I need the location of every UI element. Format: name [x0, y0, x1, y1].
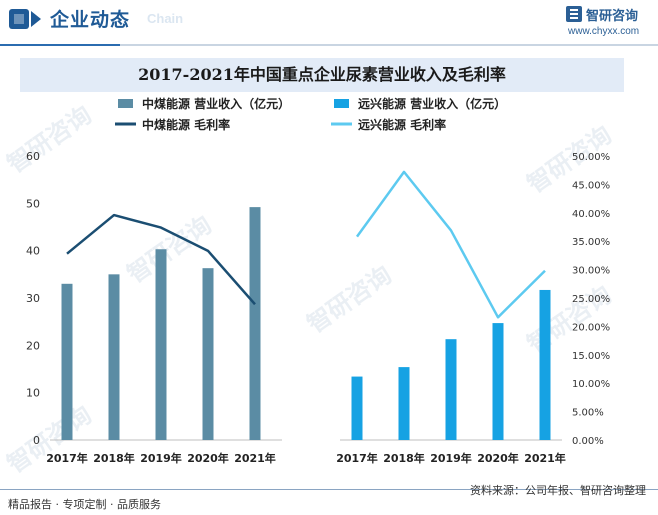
bar: [539, 289, 551, 440]
right-axis-tick-label: 25.00%: [572, 294, 610, 305]
left-axis-tick-label: 30: [26, 292, 40, 305]
header-divider: [0, 44, 658, 46]
legend-label: 远兴能源 营业收入（亿元）: [358, 96, 506, 111]
right-axis-tick-label: 45.00%: [572, 180, 610, 191]
category-label: 2020年: [477, 451, 519, 465]
page-header: 企业动态 Chain 智研咨询 www.chyxx.com: [0, 0, 658, 40]
category-label: 2018年: [93, 451, 135, 465]
legend-label: 中煤能源 毛利率: [142, 117, 230, 132]
bar: [202, 268, 214, 440]
square-bullet-icon: [9, 9, 29, 29]
left-axis-tick-label: 50: [26, 197, 40, 210]
left-axis-tick-label: 20: [26, 339, 40, 352]
left-axis-tick-label: 0: [33, 434, 40, 447]
category-label: 2020年: [187, 451, 229, 465]
source-note: 资料来源：公司年报、智研咨询整理: [470, 484, 646, 497]
right-axis-tick-label: 15.00%: [572, 351, 610, 362]
series-line: [355, 170, 546, 319]
series-line: [66, 213, 256, 306]
legend-label: 远兴能源 毛利率: [358, 117, 446, 132]
bar: [351, 376, 363, 440]
category-label: 2021年: [234, 451, 276, 465]
chart-title: 2017-2021年中国重点企业尿素营业收入及毛利率: [138, 65, 506, 84]
category-label: 2017年: [336, 451, 378, 465]
brand-url[interactable]: www.chyxx.com: [568, 26, 640, 37]
category-label: 2018年: [383, 451, 425, 465]
legend-swatch: [334, 99, 349, 108]
right-axis-tick-label: 0.00%: [572, 436, 604, 447]
header-divider-accent: [0, 44, 120, 46]
page-subtitle: Chain: [147, 11, 184, 26]
category-label: 2021年: [524, 451, 566, 465]
brand-logo-icon: [566, 6, 582, 22]
chart-title-band: [20, 58, 624, 92]
bar: [155, 249, 167, 440]
brand-name: 智研咨询: [586, 9, 639, 24]
right-axis-tick-label: 50.00%: [572, 152, 610, 163]
footer-tagline: 精品报告 · 专项定制 · 品质服务: [8, 498, 161, 511]
right-axis-tick-label: 40.00%: [572, 209, 610, 220]
left-axis-tick-label: 40: [26, 245, 40, 258]
bar: [249, 207, 261, 440]
bar: [445, 339, 457, 440]
legend-label: 中煤能源 营业收入（亿元）: [142, 96, 290, 111]
bar: [492, 323, 504, 440]
right-axis-tick-label: 10.00%: [572, 379, 610, 390]
bar: [61, 283, 73, 440]
right-axis-tick-label: 20.00%: [572, 322, 610, 333]
category-label: 2019年: [430, 451, 472, 465]
footer-divider: [0, 489, 658, 490]
right-axis-tick-label: 5.00%: [572, 408, 604, 419]
right-axis-tick-label: 30.00%: [572, 266, 610, 277]
right-axis-tick-label: 35.00%: [572, 237, 610, 248]
page-title: 企业动态: [50, 9, 131, 31]
legend-swatch: [118, 99, 133, 108]
bar: [108, 274, 120, 440]
left-axis-tick-label: 10: [26, 387, 40, 400]
chevron-right-icon: [31, 11, 41, 27]
bar: [398, 367, 410, 440]
category-label: 2019年: [140, 451, 182, 465]
left-axis-tick-label: 60: [26, 150, 40, 163]
category-label: 2017年: [46, 451, 88, 465]
